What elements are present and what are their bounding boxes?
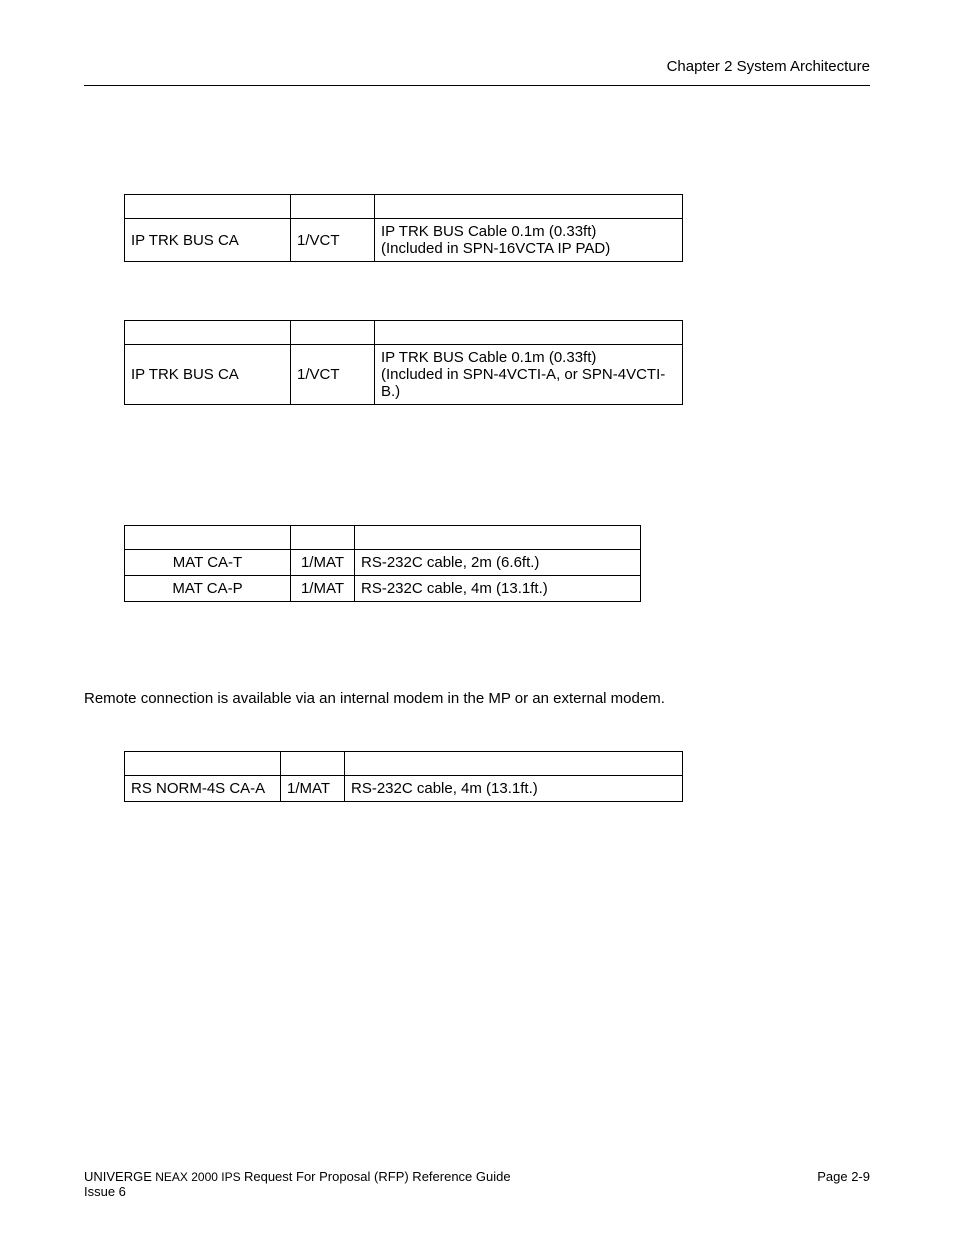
table-header-row: [125, 752, 683, 776]
footer-page-number: Page 2-9: [817, 1169, 870, 1184]
page-content: Chapter 2 System Architecture IP TRK BUS…: [84, 58, 870, 1195]
cell-qty: 1/MAT: [281, 776, 345, 802]
cell-name: MAT CA-T: [125, 550, 291, 576]
chapter-title: Chapter 2 System Architecture: [667, 58, 870, 75]
cell-qty: 1/VCT: [291, 345, 375, 405]
footer-brand: UNIVERGE: [84, 1169, 152, 1184]
col-name: [125, 752, 281, 776]
table-rs-norm: RS NORM-4S CA-A 1/MAT RS-232C cable, 4m …: [124, 751, 683, 802]
col-name: [125, 195, 291, 219]
cell-name: IP TRK BUS CA: [125, 345, 291, 405]
table-header-row: [125, 195, 683, 219]
col-desc: [375, 195, 683, 219]
table-mat-cables: MAT CA-T 1/MAT RS-232C cable, 2m (6.6ft.…: [124, 525, 641, 602]
footer-row-1: UNIVERGE NEAX 2000 IPS Request For Propo…: [84, 1169, 870, 1184]
table-row: MAT CA-P 1/MAT RS-232C cable, 4m (13.1ft…: [125, 576, 641, 602]
table-row: IP TRK BUS CA 1/VCT IP TRK BUS Cable 0.1…: [125, 219, 683, 262]
table-row: IP TRK BUS CA 1/VCT IP TRK BUS Cable 0.1…: [125, 345, 683, 405]
cell-qty: 1/MAT: [291, 576, 355, 602]
col-name: [125, 526, 291, 550]
table-header-row: [125, 526, 641, 550]
col-desc: [375, 321, 683, 345]
table-iptrk-4vcti: IP TRK BUS CA 1/VCT IP TRK BUS Cable 0.1…: [124, 320, 683, 405]
footer-doc-title: UNIVERGE NEAX 2000 IPS Request For Propo…: [84, 1169, 511, 1184]
table-header-row: [125, 321, 683, 345]
table-row: MAT CA-T 1/MAT RS-232C cable, 2m (6.6ft.…: [125, 550, 641, 576]
cell-name: RS NORM-4S CA-A: [125, 776, 281, 802]
col-desc: [345, 752, 683, 776]
cell-qty: 1/MAT: [291, 550, 355, 576]
cell-desc: IP TRK BUS Cable 0.1m (0.33ft)(Included …: [375, 219, 683, 262]
table-row: RS NORM-4S CA-A 1/MAT RS-232C cable, 4m …: [125, 776, 683, 802]
col-desc: [355, 526, 641, 550]
cell-desc: RS-232C cable, 4m (13.1ft.): [355, 576, 641, 602]
col-qty: [291, 526, 355, 550]
body-paragraph: Remote connection is available via an in…: [84, 690, 870, 707]
col-qty: [281, 752, 345, 776]
cell-name: IP TRK BUS CA: [125, 219, 291, 262]
page-footer: UNIVERGE NEAX 2000 IPS Request For Propo…: [84, 1169, 870, 1199]
footer-product: NEAX 2000 IPS: [152, 1170, 244, 1184]
table-iptrk-16vcta: IP TRK BUS CA 1/VCT IP TRK BUS Cable 0.1…: [124, 194, 683, 262]
col-name: [125, 321, 291, 345]
cell-desc: IP TRK BUS Cable 0.1m (0.33ft)(Included …: [375, 345, 683, 405]
footer-issue: Issue 6: [84, 1184, 870, 1199]
cell-desc: RS-232C cable, 2m (6.6ft.): [355, 550, 641, 576]
col-qty: [291, 195, 375, 219]
col-qty: [291, 321, 375, 345]
cell-qty: 1/VCT: [291, 219, 375, 262]
cell-name: MAT CA-P: [125, 576, 291, 602]
cell-desc: RS-232C cable, 4m (13.1ft.): [345, 776, 683, 802]
footer-subtitle: Request For Proposal (RFP) Reference Gui…: [244, 1169, 511, 1184]
page-header: Chapter 2 System Architecture: [84, 58, 870, 86]
